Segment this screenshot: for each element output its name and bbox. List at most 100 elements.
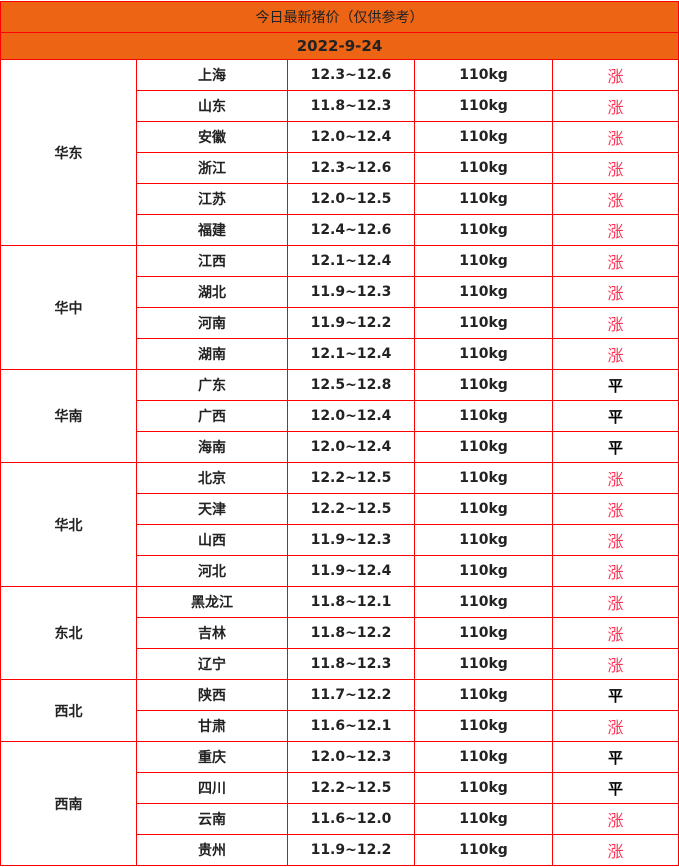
price-cell: 12.0~12.4 bbox=[287, 431, 415, 463]
trend-cell: 涨 bbox=[551, 617, 679, 649]
trend-cell: 涨 bbox=[551, 276, 679, 308]
trend-cell: 涨 bbox=[551, 555, 679, 587]
province-cell: 福建 bbox=[136, 214, 288, 246]
price-cell: 12.2~12.5 bbox=[287, 772, 415, 804]
province-cell: 重庆 bbox=[136, 741, 288, 773]
price-cell: 11.8~12.3 bbox=[287, 90, 415, 122]
weight-cell: 110kg bbox=[414, 214, 553, 246]
weight-cell: 110kg bbox=[414, 741, 553, 773]
province-cell: 天津 bbox=[136, 493, 288, 525]
title-row: 今日最新猪价（仅供参考） bbox=[0, 1, 679, 33]
region-cell: 华中 bbox=[0, 245, 137, 370]
weight-cell: 110kg bbox=[414, 90, 553, 122]
table-row: 安徽 12.0~12.4 110kg 涨 bbox=[1, 121, 679, 153]
table-date: 2022-9-24 bbox=[0, 32, 679, 60]
region-cell: 东北 bbox=[0, 586, 137, 680]
table-row: 浙江 12.3~12.6 110kg 涨 bbox=[1, 152, 679, 184]
price-cell: 12.4~12.6 bbox=[287, 214, 415, 246]
weight-cell: 110kg bbox=[414, 803, 553, 835]
table-row: 华中 江西 12.1~12.4 110kg 涨 bbox=[0, 245, 679, 370]
province-cell: 山东 bbox=[136, 90, 288, 122]
price-cell: 12.0~12.4 bbox=[287, 121, 415, 153]
table-row: 湖北 11.9~12.3 110kg 涨 bbox=[1, 276, 679, 308]
price-cell: 11.8~12.3 bbox=[287, 648, 415, 680]
weight-cell: 110kg bbox=[414, 400, 553, 432]
trend-cell: 涨 bbox=[551, 803, 679, 835]
province-cell: 河南 bbox=[136, 307, 288, 339]
province-cell: 湖南 bbox=[136, 338, 288, 370]
weight-cell: 110kg bbox=[414, 338, 553, 370]
weight-cell: 110kg bbox=[414, 617, 553, 649]
province-cell: 海南 bbox=[136, 431, 288, 463]
price-cell: 11.9~12.2 bbox=[287, 307, 415, 339]
province-cell: 辽宁 bbox=[136, 648, 288, 680]
trend-cell: 平 bbox=[551, 400, 679, 432]
province-cell: 江苏 bbox=[136, 183, 288, 215]
trend-cell: 涨 bbox=[551, 524, 679, 556]
table-row: 福建 12.4~12.6 110kg 涨 bbox=[1, 214, 679, 246]
province-cell: 河北 bbox=[136, 555, 288, 587]
weight-cell: 110kg bbox=[414, 183, 553, 215]
trend-cell: 涨 bbox=[551, 834, 679, 866]
trend-cell: 涨 bbox=[551, 90, 679, 122]
region-cell: 华南 bbox=[0, 369, 137, 463]
weight-cell: 110kg bbox=[414, 369, 553, 401]
price-cell: 12.3~12.6 bbox=[287, 59, 415, 91]
province-cell: 广东 bbox=[136, 369, 288, 401]
price-cell: 12.1~12.4 bbox=[287, 245, 415, 277]
table-row: 华北 北京 12.2~12.5 110kg 涨 bbox=[0, 462, 679, 587]
weight-cell: 110kg bbox=[414, 276, 553, 308]
weight-cell: 110kg bbox=[414, 493, 553, 525]
province-cell: 北京 bbox=[136, 462, 288, 494]
province-cell: 贵州 bbox=[136, 834, 288, 866]
weight-cell: 110kg bbox=[414, 586, 553, 618]
weight-cell: 110kg bbox=[414, 524, 553, 556]
table-row: 贵州 11.9~12.2 110kg 涨 bbox=[1, 834, 679, 866]
weight-cell: 110kg bbox=[414, 59, 553, 91]
region-cell: 西北 bbox=[0, 679, 137, 742]
trend-cell: 涨 bbox=[551, 245, 679, 277]
weight-cell: 110kg bbox=[414, 245, 553, 277]
price-cell: 12.3~12.6 bbox=[287, 152, 415, 184]
table-row: 西南 重庆 12.0~12.3 110kg 平 bbox=[0, 741, 679, 866]
province-cell: 陕西 bbox=[136, 679, 288, 711]
price-cell: 12.5~12.8 bbox=[287, 369, 415, 401]
price-cell: 12.0~12.5 bbox=[287, 183, 415, 215]
weight-cell: 110kg bbox=[414, 152, 553, 184]
table-row: 东北 黑龙江 11.8~12.1 110kg 涨 bbox=[0, 586, 679, 680]
trend-cell: 涨 bbox=[551, 152, 679, 184]
table-row: 河北 11.9~12.4 110kg 涨 bbox=[1, 555, 679, 587]
trend-cell: 涨 bbox=[551, 710, 679, 742]
province-cell: 湖北 bbox=[136, 276, 288, 308]
trend-cell: 平 bbox=[551, 369, 679, 401]
trend-cell: 平 bbox=[551, 679, 679, 711]
trend-cell: 平 bbox=[551, 772, 679, 804]
weight-cell: 110kg bbox=[414, 648, 553, 680]
trend-cell: 涨 bbox=[551, 462, 679, 494]
weight-cell: 110kg bbox=[414, 307, 553, 339]
weight-cell: 110kg bbox=[414, 462, 553, 494]
province-cell: 江西 bbox=[136, 245, 288, 277]
weight-cell: 110kg bbox=[414, 710, 553, 742]
trend-cell: 平 bbox=[551, 431, 679, 463]
table-row: 山东 11.8~12.3 110kg 涨 bbox=[1, 90, 679, 122]
weight-cell: 110kg bbox=[414, 121, 553, 153]
price-cell: 11.6~12.1 bbox=[287, 710, 415, 742]
price-cell: 11.9~12.3 bbox=[287, 524, 415, 556]
trend-cell: 涨 bbox=[551, 121, 679, 153]
trend-cell: 涨 bbox=[551, 338, 679, 370]
table-row: 甘肃 11.6~12.1 110kg 涨 bbox=[1, 710, 679, 742]
province-cell: 上海 bbox=[136, 59, 288, 91]
table-title: 今日最新猪价（仅供参考） bbox=[0, 1, 679, 33]
region-cell: 华北 bbox=[0, 462, 137, 587]
weight-cell: 110kg bbox=[414, 772, 553, 804]
trend-cell: 涨 bbox=[551, 59, 679, 91]
trend-cell: 平 bbox=[551, 741, 679, 773]
region-cell: 华东 bbox=[0, 59, 137, 246]
price-cell: 11.9~12.2 bbox=[287, 834, 415, 866]
price-cell: 12.2~12.5 bbox=[287, 462, 415, 494]
table-row: 江苏 12.0~12.5 110kg 涨 bbox=[1, 183, 679, 215]
province-cell: 吉林 bbox=[136, 617, 288, 649]
price-cell: 12.2~12.5 bbox=[287, 493, 415, 525]
trend-cell: 涨 bbox=[551, 214, 679, 246]
